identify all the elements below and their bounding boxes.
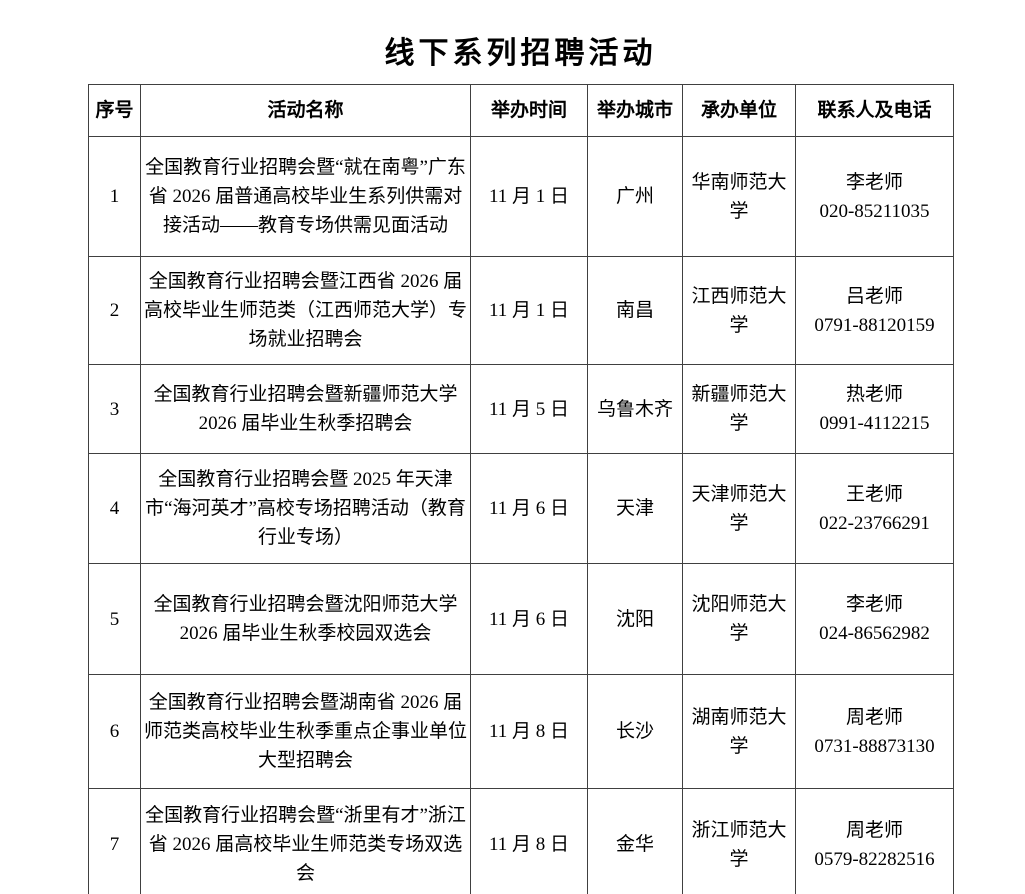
cell-event-city: 南昌 xyxy=(587,256,683,365)
cell-event-date: 11 月 1 日 xyxy=(470,256,588,365)
cell-event-name: 全国教育行业招聘会暨湖南省 2026 届师范类高校毕业生秋季重点企事业单位大型招… xyxy=(140,674,471,789)
cell-row-number: 5 xyxy=(88,563,141,675)
table-row: 5 全国教育行业招聘会暨沈阳师范大学 2026 届毕业生秋季校园双选会 11 月… xyxy=(88,563,954,675)
column-header-name: 活动名称 xyxy=(140,84,471,137)
cell-event-city: 沈阳 xyxy=(587,563,683,675)
cell-event-date: 11 月 6 日 xyxy=(470,563,588,675)
cell-event-city: 长沙 xyxy=(587,674,683,789)
cell-event-contact: 李老师 024-86562982 xyxy=(795,563,954,675)
cell-event-name: 全国教育行业招聘会暨 2025 年天津市“海河英才”高校专场招聘活动（教育行业专… xyxy=(140,453,471,564)
cell-event-date: 11 月 6 日 xyxy=(470,453,588,564)
contact-name: 周老师 xyxy=(845,819,903,841)
table-row: 6 全国教育行业招聘会暨湖南省 2026 届师范类高校毕业生秋季重点企事业单位大… xyxy=(88,674,954,789)
contact-phone: 024-86562982 xyxy=(819,623,930,644)
cell-row-number: 3 xyxy=(88,364,141,454)
cell-event-organizer: 湖南师范大学 xyxy=(682,674,796,789)
cell-event-date: 11 月 5 日 xyxy=(470,364,588,454)
cell-event-organizer: 华南师范大学 xyxy=(682,136,796,257)
contact-phone: 0731-88873130 xyxy=(814,735,935,757)
table-row: 2 全国教育行业招聘会暨江西省 2026 届高校毕业生师范类（江西师范大学）专场… xyxy=(88,256,954,365)
cell-event-date: 11 月 8 日 xyxy=(470,788,588,894)
cell-event-organizer: 沈阳师范大学 xyxy=(682,563,796,675)
cell-event-contact: 李老师 020-85211035 xyxy=(795,136,954,257)
table-row: 4 全国教育行业招聘会暨 2025 年天津市“海河英才”高校专场招聘活动（教育行… xyxy=(88,453,954,564)
table-row: 1 全国教育行业招聘会暨“就在南粤”广东省 2026 届普通高校毕业生系列供需对… xyxy=(88,136,954,257)
cell-event-organizer: 天津师范大学 xyxy=(682,453,796,564)
page-title: 线下系列招聘活动 xyxy=(384,37,657,70)
cell-row-number: 2 xyxy=(88,256,141,365)
contact-name: 李老师 xyxy=(845,171,903,193)
cell-event-contact: 热老师 0991-4112215 xyxy=(795,364,954,454)
cell-event-organizer: 浙江师范大学 xyxy=(682,788,796,894)
column-header-date: 举办时间 xyxy=(470,84,588,137)
contact-phone: 0579-82282516 xyxy=(814,848,935,870)
cell-row-number: 7 xyxy=(88,788,141,894)
cell-event-date: 11 月 8 日 xyxy=(470,674,588,789)
table-row: 7 全国教育行业招聘会暨“浙里有才”浙江省 2026 届高校毕业生师范类专场双选… xyxy=(88,788,954,894)
table-header-row: 序号 活动名称 举办时间 举办城市 承办单位 联系人及电话 xyxy=(88,84,954,137)
contact-name: 吕老师 xyxy=(845,285,903,307)
cell-row-number: 4 xyxy=(88,453,141,564)
events-table: 序号 活动名称 举办时间 举办城市 承办单位 联系人及电话 1 全国教育行业招聘… xyxy=(88,84,954,894)
contact-name: 热老师 xyxy=(845,384,903,405)
cell-event-date: 11 月 1 日 xyxy=(470,136,588,257)
table-row: 3 全国教育行业招聘会暨新疆师范大学 2026 届毕业生秋季招聘会 11 月 5… xyxy=(88,364,954,454)
cell-event-organizer: 江西师范大学 xyxy=(682,256,796,365)
cell-event-name: 全国教育行业招聘会暨“浙里有才”浙江省 2026 届高校毕业生师范类专场双选会 xyxy=(140,788,471,894)
cell-event-city: 金华 xyxy=(587,788,683,894)
contact-name: 王老师 xyxy=(845,483,903,505)
contact-phone: 0791-88120159 xyxy=(814,314,935,336)
column-header-contact: 联系人及电话 xyxy=(795,84,954,137)
column-header-organizer: 承办单位 xyxy=(682,84,796,137)
contact-phone: 022-23766291 xyxy=(819,512,930,534)
cell-event-name: 全国教育行业招聘会暨新疆师范大学 2026 届毕业生秋季招聘会 xyxy=(140,364,471,454)
contact-phone: 020-85211035 xyxy=(819,200,930,222)
column-header-no: 序号 xyxy=(88,84,141,137)
cell-event-contact: 周老师 0579-82282516 xyxy=(795,788,954,894)
contact-phone: 0991-4112215 xyxy=(819,413,930,434)
contact-name: 李老师 xyxy=(845,594,903,615)
cell-event-contact: 吕老师 0791-88120159 xyxy=(795,256,954,365)
contact-name: 周老师 xyxy=(845,706,903,728)
cell-event-city: 乌鲁木齐 xyxy=(587,364,683,454)
cell-event-name: 全国教育行业招聘会暨“就在南粤”广东省 2026 届普通高校毕业生系列供需对接活… xyxy=(140,136,471,257)
cell-event-contact: 周老师 0731-88873130 xyxy=(795,674,954,789)
cell-event-name: 全国教育行业招聘会暨江西省 2026 届高校毕业生师范类（江西师范大学）专场就业… xyxy=(140,256,471,365)
cell-row-number: 6 xyxy=(88,674,141,789)
cell-event-contact: 王老师 022-23766291 xyxy=(795,453,954,564)
cell-event-city: 广州 xyxy=(587,136,683,257)
cell-event-city: 天津 xyxy=(587,453,683,564)
cell-event-organizer: 新疆师范大学 xyxy=(682,364,796,454)
cell-row-number: 1 xyxy=(88,136,141,257)
cell-event-name: 全国教育行业招聘会暨沈阳师范大学 2026 届毕业生秋季校园双选会 xyxy=(140,563,471,675)
column-header-city: 举办城市 xyxy=(587,84,683,137)
